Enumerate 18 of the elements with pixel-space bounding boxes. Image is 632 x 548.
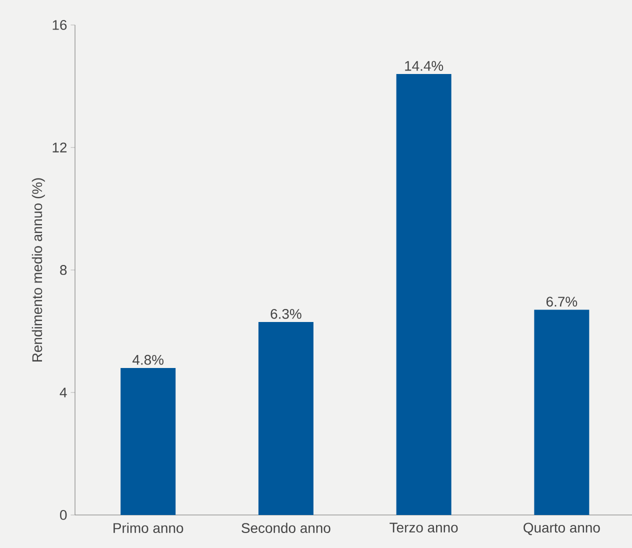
- x-tick-label: Quarto anno: [524, 522, 600, 536]
- bar: [258, 322, 314, 515]
- data-label: 6.7%: [546, 296, 578, 307]
- y-tick-label: 12: [52, 142, 67, 152]
- bar: [534, 310, 590, 515]
- data-label: 4.8%: [132, 354, 164, 365]
- y-tick-label: 16: [52, 20, 67, 30]
- y-tick-label: 0: [60, 510, 67, 520]
- bar: [120, 368, 176, 515]
- data-label: 14.4%: [405, 61, 444, 71]
- data-label: 6.3%: [270, 308, 302, 319]
- x-tick-label: Terzo anno: [390, 522, 458, 532]
- y-tick-label: 8: [60, 265, 67, 275]
- y-axis-title: Rendimento medio annuo (%): [32, 178, 45, 362]
- x-tick-label: Secondo anno: [242, 522, 330, 534]
- y-tick-label: 4: [60, 388, 67, 398]
- x-tick-label: Primo anno: [114, 522, 184, 534]
- bar: [396, 74, 452, 515]
